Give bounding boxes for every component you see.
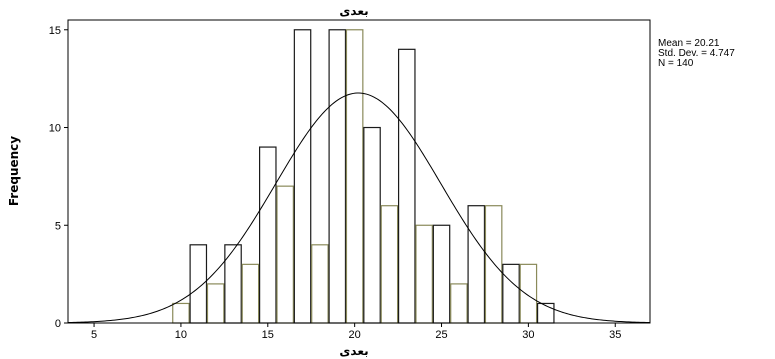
y-tick-label: 5: [55, 220, 61, 232]
histogram-bar: [293, 29, 312, 324]
histogram-bar: [241, 263, 260, 324]
y-axis-title: Frequency: [7, 136, 21, 206]
x-axis: 5 10 15 20 25 30 35: [91, 323, 621, 341]
histogram-bar: [363, 126, 381, 324]
histogram-bar: [519, 263, 538, 324]
histogram-bar: [397, 48, 416, 324]
histogram-bar: [502, 263, 520, 324]
histogram-bar: [224, 244, 242, 324]
y-tick-label: 15: [49, 25, 61, 37]
histogram-bar: [328, 29, 347, 324]
x-tick-label: 5: [91, 329, 97, 341]
x-axis-title: بعدی: [339, 344, 368, 358]
y-axis: 0 5 10 15: [49, 25, 68, 330]
x-tick-label: 35: [609, 329, 621, 341]
stats-line: N = 140: [658, 58, 694, 69]
x-tick-label: 25: [435, 329, 447, 341]
histogram-bar: [450, 283, 468, 324]
stats-line: Mean = 20.21: [658, 38, 720, 49]
histogram-bar: [206, 283, 225, 324]
histogram-bar: [432, 224, 451, 324]
x-tick-label: 10: [175, 329, 187, 341]
x-tick-label: 15: [262, 329, 274, 341]
histogram-bar: [172, 302, 190, 324]
histogram-bar: [276, 185, 294, 324]
histogram-bar: [415, 224, 433, 324]
chart-title: بعدی: [339, 4, 368, 18]
histogram-bar: [345, 29, 364, 324]
bars-group: [172, 29, 555, 324]
histogram-bar: [536, 302, 555, 324]
normal-curve: [67, 92, 651, 324]
y-tick-label: 10: [49, 123, 61, 135]
stats-line: Std. Dev. = 4.747: [658, 48, 735, 59]
histogram-bar: [484, 205, 503, 324]
plot-frame: [67, 19, 651, 324]
histogram-bar: [259, 146, 277, 324]
y-tick-label: 0: [55, 318, 61, 330]
histogram-bar: [467, 205, 486, 324]
histogram-bar: [189, 244, 208, 324]
histogram-bar: [311, 244, 329, 324]
x-tick-label: 30: [522, 329, 534, 341]
histogram-bar: [380, 205, 399, 324]
x-tick-label: 20: [349, 329, 361, 341]
